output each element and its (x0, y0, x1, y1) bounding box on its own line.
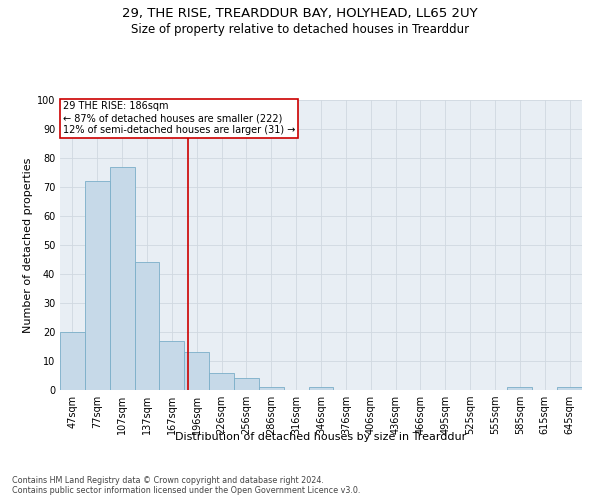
Bar (508, 387, 532, 390)
Bar (60, 332, 85, 390)
Bar (308, 387, 334, 390)
Bar (160, 340, 184, 390)
Bar (259, 387, 284, 390)
Bar (557, 387, 582, 390)
Bar (184, 352, 209, 390)
Text: Distribution of detached houses by size in Trearddur: Distribution of detached houses by size … (175, 432, 467, 442)
Text: Size of property relative to detached houses in Trearddur: Size of property relative to detached ho… (131, 22, 469, 36)
Bar (209, 372, 234, 390)
Text: 29, THE RISE, TREARDDUR BAY, HOLYHEAD, LL65 2UY: 29, THE RISE, TREARDDUR BAY, HOLYHEAD, L… (122, 8, 478, 20)
Bar (85, 181, 110, 390)
Y-axis label: Number of detached properties: Number of detached properties (23, 158, 32, 332)
Bar (134, 262, 160, 390)
Bar (234, 378, 259, 390)
Text: 29 THE RISE: 186sqm
← 87% of detached houses are smaller (222)
12% of semi-detac: 29 THE RISE: 186sqm ← 87% of detached ho… (62, 102, 295, 134)
Text: Contains HM Land Registry data © Crown copyright and database right 2024.
Contai: Contains HM Land Registry data © Crown c… (12, 476, 361, 495)
Bar (110, 166, 134, 390)
